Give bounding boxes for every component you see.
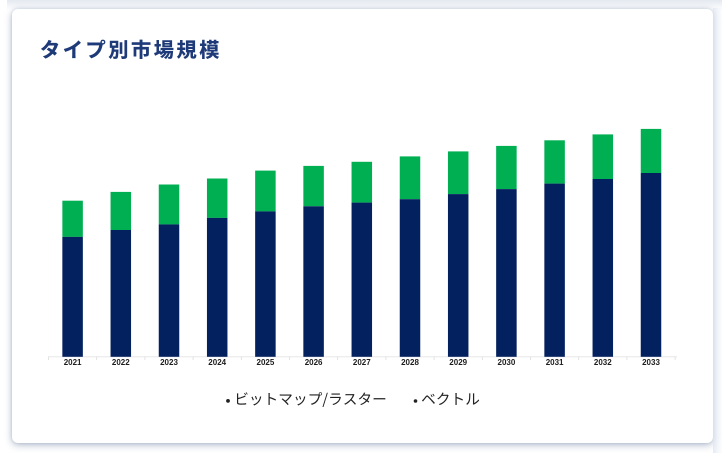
svg-text:2031: 2031 (546, 358, 564, 367)
svg-text:2027: 2027 (353, 358, 371, 367)
svg-text:2026: 2026 (305, 358, 323, 367)
svg-text:2028: 2028 (401, 358, 419, 367)
svg-text:2023: 2023 (160, 358, 178, 367)
svg-text:2021: 2021 (64, 358, 82, 367)
svg-text:2032: 2032 (594, 358, 612, 367)
svg-text:2030: 2030 (498, 358, 516, 367)
svg-text:2033: 2033 (642, 358, 660, 367)
svg-text:2025: 2025 (257, 358, 275, 367)
svg-text:2029: 2029 (449, 358, 467, 367)
svg-text:2024: 2024 (208, 358, 226, 367)
svg-text:2022: 2022 (112, 358, 130, 367)
